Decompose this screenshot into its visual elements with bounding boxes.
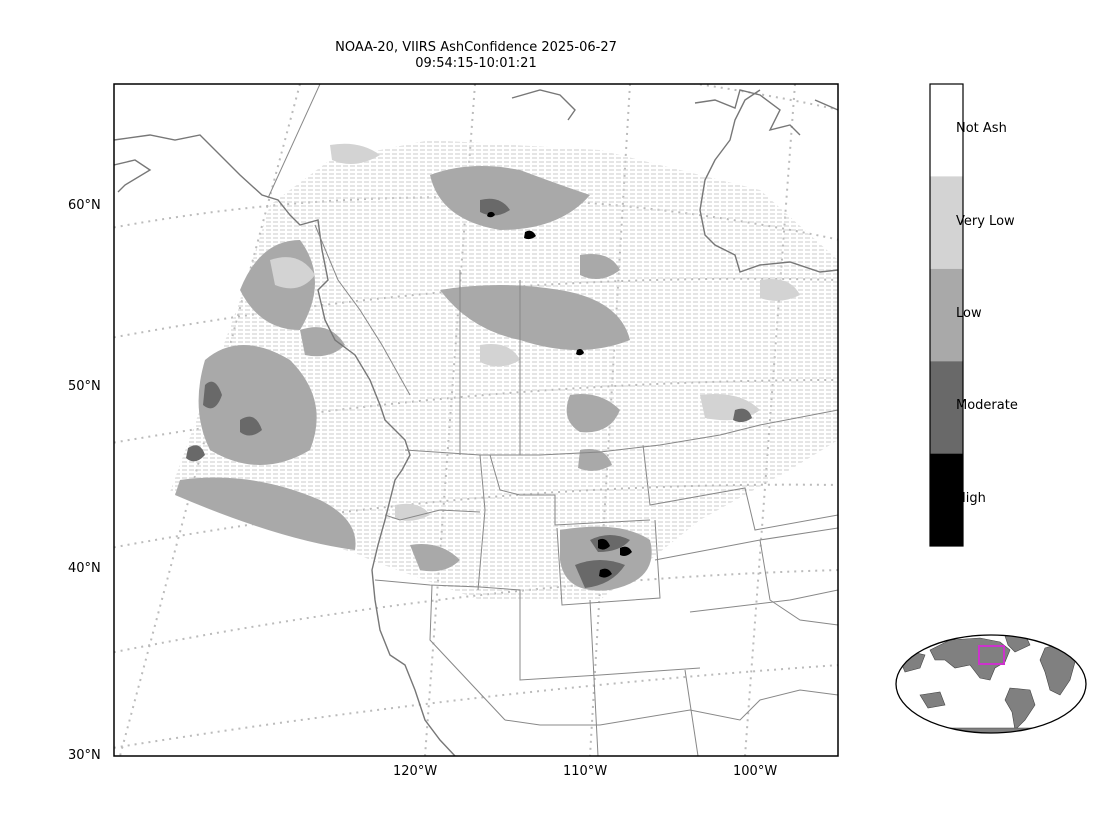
border-alaska-canada <box>267 84 321 199</box>
coast-alaska <box>114 134 456 756</box>
border-bc-alberta <box>314 224 411 396</box>
border-mt-wy <box>489 454 651 526</box>
lat-label-50: 50°N <box>68 379 101 394</box>
colorbar-label-moderate: Moderate <box>956 398 1018 413</box>
inset-outline <box>895 634 1087 734</box>
coast-arctic-islands-2 <box>694 89 801 136</box>
swath-grain <box>170 140 838 600</box>
coast-baffin <box>814 99 838 111</box>
inset-antarctica <box>899 727 1081 733</box>
coast-alaska-peninsula <box>114 159 152 193</box>
border-ut-az <box>479 586 701 681</box>
border-nd-sd <box>642 444 838 531</box>
lat-label-60: 60°N <box>68 198 101 213</box>
border-mx <box>504 689 838 726</box>
inset-region-highlight <box>978 645 1005 665</box>
parallel-35 <box>114 664 838 749</box>
border-ks-ok <box>689 589 838 613</box>
border-id <box>477 454 486 591</box>
border-nm-tx <box>589 599 599 756</box>
parallel-65 <box>690 84 838 111</box>
border-nv <box>429 584 506 721</box>
border-ia <box>759 539 838 626</box>
coast-hudson <box>699 89 838 273</box>
inset-south-america <box>1004 687 1036 731</box>
boundaries <box>267 84 838 756</box>
inset-globe <box>895 634 1087 734</box>
border-wa-or <box>384 509 481 521</box>
border-or-ca <box>374 579 481 588</box>
colorbar-label-low: Low <box>956 306 982 321</box>
lon-label-120: 120°W <box>393 764 438 779</box>
ash-high-patches <box>487 211 632 578</box>
lon-label-100: 100°W <box>733 764 778 779</box>
colorbar-frame <box>929 83 964 547</box>
colorbar-label-not-ash: Not Ash <box>956 121 1007 136</box>
colorbar-label-high: High <box>956 491 986 506</box>
ash-verylow-patches <box>270 143 800 521</box>
colorbar-swatch-very-low <box>930 176 963 269</box>
map-area <box>114 84 838 756</box>
coast-arctic-islands <box>511 89 576 121</box>
coastlines <box>114 89 838 756</box>
colorbar-swatch-low <box>930 268 963 362</box>
ash-swath <box>170 140 838 600</box>
plot-title-line2: 09:54:15-10:01:21 <box>415 56 537 71</box>
colorbar-swatch-not-ash <box>930 84 963 177</box>
plot-title-line1: NOAA-20, VIIRS AshConfidence 2025-06-27 <box>335 40 617 55</box>
border-wy-co <box>556 519 661 606</box>
colorbar-swatch-high <box>930 453 963 546</box>
colorbar-swatch-moderate <box>930 361 963 454</box>
colorbar-label-very-low: Very Low <box>956 214 1015 229</box>
colorbar <box>929 83 964 547</box>
map-frame <box>113 83 839 757</box>
inset-north-america <box>929 637 1011 681</box>
border-tx <box>684 669 699 756</box>
lat-label-30: 30°N <box>68 748 101 763</box>
lon-label-110: 110°W <box>563 764 608 779</box>
inset-australia <box>919 691 946 709</box>
lat-label-40: 40°N <box>68 561 101 576</box>
